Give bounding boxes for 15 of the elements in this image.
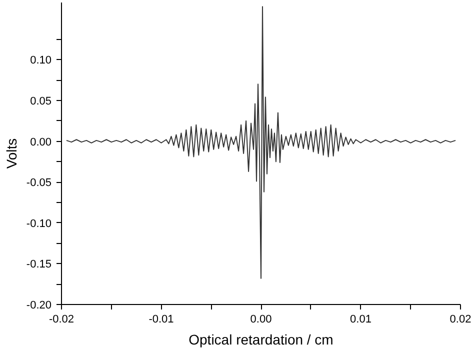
x-axis-title: Optical retardation / cm	[188, 332, 334, 348]
line-series	[66, 6, 456, 279]
y-tick-label: -0.15	[26, 258, 52, 271]
x-tick-label: 0.02	[450, 314, 472, 326]
y-tick-label: -0.10	[26, 218, 52, 230]
x-tick-label: 0.00	[250, 314, 272, 326]
y-tick-label: 0.00	[30, 136, 52, 148]
x-tick-label: 0.01	[350, 314, 372, 326]
y-tick-label: -0.20	[26, 300, 52, 312]
y-tick-label: -0.05	[26, 177, 52, 190]
x-tick-label: -0.02	[48, 314, 74, 326]
x-tick-label: -0.01	[148, 314, 174, 326]
y-axis-title: Volts	[3, 138, 20, 169]
y-tick-label: 0.05	[30, 95, 52, 108]
y-tick-label: 0.10	[30, 54, 52, 67]
